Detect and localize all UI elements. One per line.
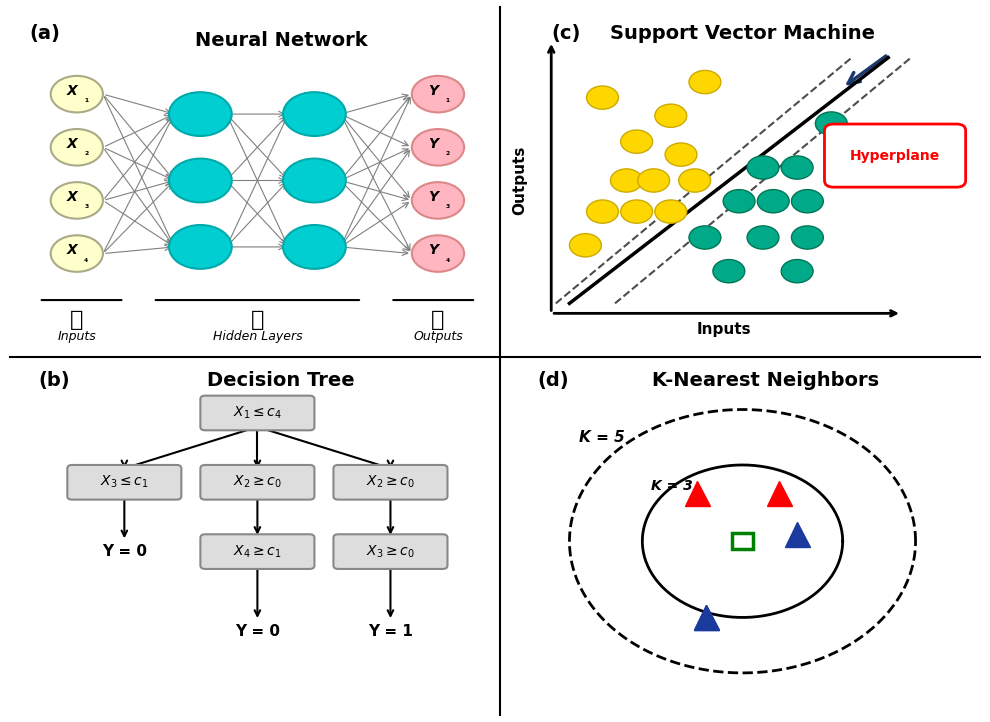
Circle shape [412, 182, 464, 219]
Text: Hyperplane: Hyperplane [850, 149, 940, 162]
Circle shape [50, 235, 103, 272]
Text: X: X [66, 190, 77, 204]
Circle shape [757, 190, 789, 213]
Text: Decision Tree: Decision Tree [207, 371, 355, 391]
Circle shape [679, 169, 711, 192]
Circle shape [654, 200, 687, 223]
Text: ₂: ₂ [446, 147, 449, 157]
Circle shape [50, 76, 103, 113]
FancyBboxPatch shape [67, 465, 181, 500]
Circle shape [169, 225, 232, 269]
Circle shape [621, 130, 652, 153]
Circle shape [169, 92, 232, 136]
Circle shape [665, 143, 697, 166]
Text: $X_2 \geq c_0$: $X_2 \geq c_0$ [366, 474, 415, 490]
Circle shape [569, 234, 601, 257]
Circle shape [412, 76, 464, 113]
Text: Y: Y [429, 137, 439, 151]
Text: ₁: ₁ [446, 94, 449, 104]
Circle shape [689, 226, 721, 249]
Text: ₁: ₁ [84, 94, 88, 104]
Circle shape [747, 226, 779, 249]
Text: ₃: ₃ [446, 201, 449, 210]
Circle shape [169, 159, 232, 202]
Circle shape [816, 112, 847, 135]
Text: (c): (c) [551, 25, 580, 43]
Text: K-Nearest Neighbors: K-Nearest Neighbors [651, 371, 879, 391]
Circle shape [747, 156, 779, 179]
FancyBboxPatch shape [334, 465, 447, 500]
Text: (d): (d) [538, 371, 569, 391]
Text: Y: Y [429, 84, 439, 97]
Circle shape [723, 190, 755, 213]
Circle shape [50, 182, 103, 219]
Text: ₃: ₃ [84, 201, 88, 210]
Circle shape [791, 190, 824, 213]
Text: Y = 0: Y = 0 [235, 624, 280, 639]
Text: Neural Network: Neural Network [195, 31, 367, 50]
Text: ₄: ₄ [84, 253, 88, 264]
Circle shape [50, 129, 103, 165]
Text: X: X [66, 243, 77, 257]
Text: X: X [66, 137, 77, 151]
Circle shape [791, 226, 824, 249]
Text: Y = 1: Y = 1 [368, 624, 413, 639]
Circle shape [586, 86, 619, 109]
Text: Inputs: Inputs [697, 321, 751, 336]
Circle shape [586, 200, 619, 223]
Circle shape [713, 259, 744, 283]
Circle shape [621, 200, 652, 223]
Circle shape [283, 92, 346, 136]
Text: Y: Y [429, 190, 439, 204]
Bar [733, 534, 752, 549]
Circle shape [283, 225, 346, 269]
FancyBboxPatch shape [200, 396, 315, 430]
Text: Support Vector Machine: Support Vector Machine [610, 25, 875, 43]
Text: Outputs: Outputs [512, 146, 527, 215]
Text: (b): (b) [39, 371, 70, 391]
Circle shape [654, 104, 687, 127]
Text: K = 5: K = 5 [578, 430, 625, 445]
Text: $X_1 \leq c_4$: $X_1 \leq c_4$ [233, 405, 282, 421]
FancyBboxPatch shape [200, 465, 315, 500]
Text: Hidden Layers: Hidden Layers [213, 330, 302, 343]
Circle shape [781, 156, 813, 179]
Text: ⌣: ⌣ [250, 310, 264, 330]
Text: K = 3: K = 3 [651, 479, 693, 493]
Text: ⌣: ⌣ [70, 310, 83, 330]
Text: (a): (a) [30, 25, 60, 43]
Text: Y: Y [429, 243, 439, 257]
Text: X: X [66, 84, 77, 97]
Text: ₂: ₂ [84, 147, 88, 157]
Circle shape [638, 169, 669, 192]
Circle shape [781, 259, 813, 283]
Text: Inputs: Inputs [57, 330, 96, 343]
Text: $X_3 \geq c_0$: $X_3 \geq c_0$ [366, 544, 415, 560]
Circle shape [611, 169, 643, 192]
Text: $X_3 \leq c_1$: $X_3 \leq c_1$ [100, 474, 148, 490]
Circle shape [412, 129, 464, 165]
Text: Y = 0: Y = 0 [102, 544, 147, 559]
FancyBboxPatch shape [825, 124, 965, 187]
FancyBboxPatch shape [200, 534, 315, 569]
Circle shape [412, 235, 464, 272]
Text: ₄: ₄ [446, 253, 449, 264]
FancyBboxPatch shape [334, 534, 447, 569]
Text: $X_2 \geq c_0$: $X_2 \geq c_0$ [233, 474, 282, 490]
Circle shape [283, 159, 346, 202]
Circle shape [689, 71, 721, 94]
Text: ⌣: ⌣ [432, 310, 445, 330]
Text: $X_4 \geq c_1$: $X_4 \geq c_1$ [233, 544, 282, 560]
Text: Outputs: Outputs [413, 330, 463, 343]
